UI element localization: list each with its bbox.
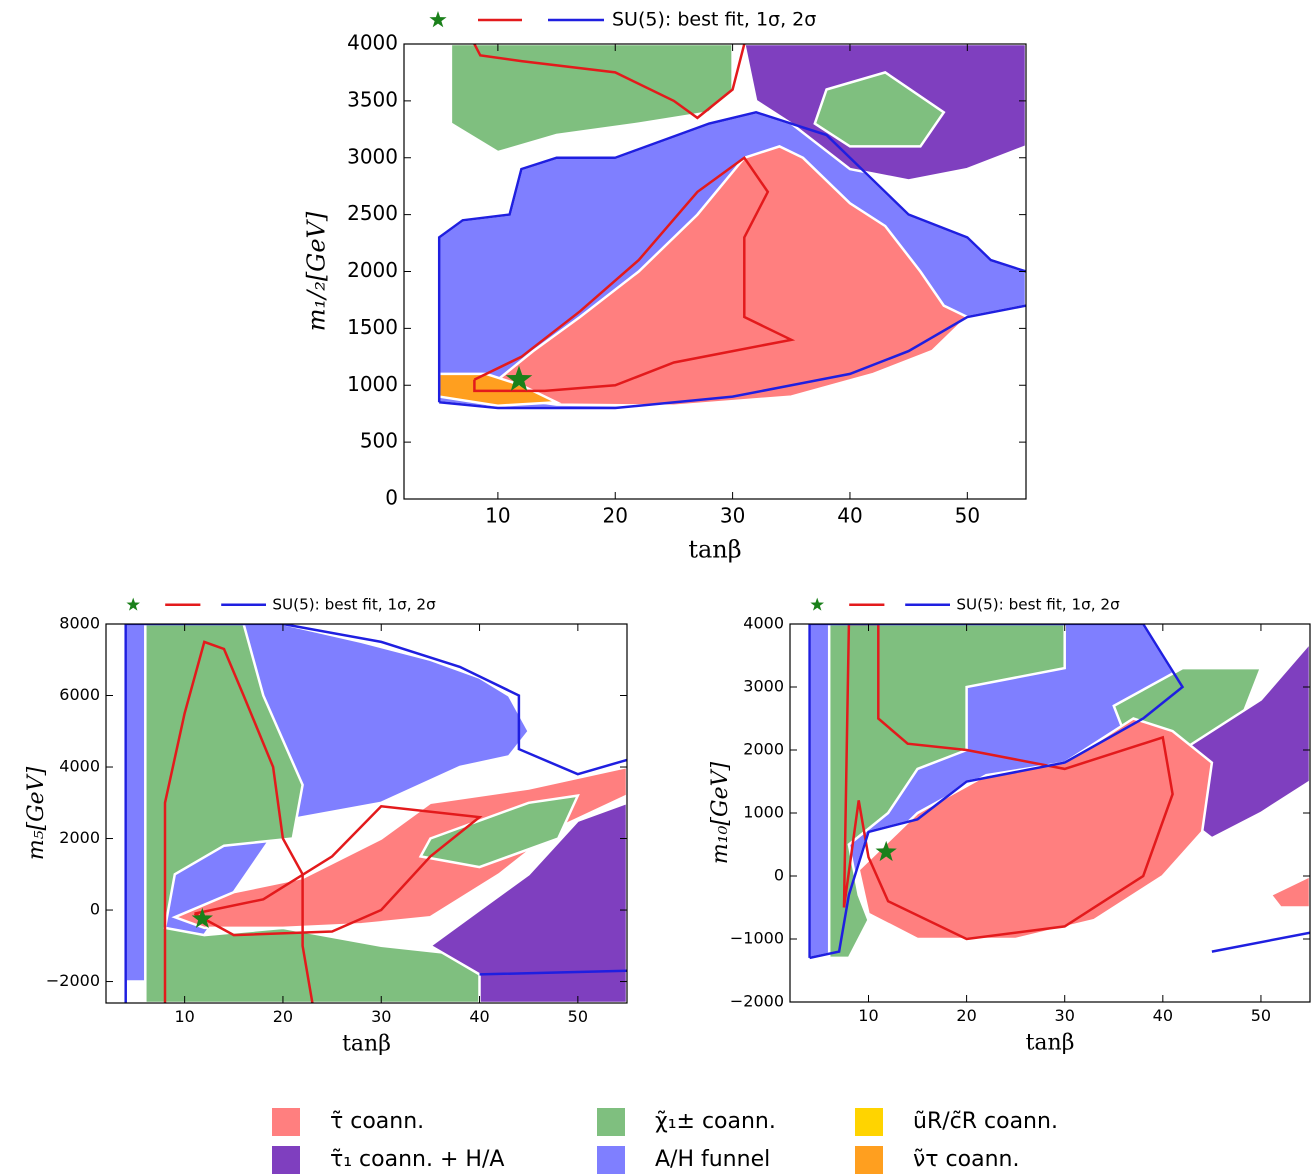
legend-label: ν̃τ coann. (913, 1147, 1019, 1172)
y-tick-label: −2000 (46, 971, 100, 990)
x-tick-label: 10 (174, 1007, 194, 1026)
legend-label: SU(5): best fit, 1σ, 2σ (956, 595, 1120, 613)
contour (473, 156, 796, 393)
legend-label: ũR/c̃R coann. (913, 1109, 1058, 1134)
contour (163, 640, 314, 1003)
x-tick-label: 40 (469, 1007, 489, 1026)
x-tick-label: 50 (568, 1007, 588, 1026)
plot-frame (105, 623, 628, 1004)
x-tick-label: 20 (956, 1006, 976, 1025)
y-axis-label: m₅[GeV] (24, 766, 49, 860)
legend-swatch (855, 1146, 883, 1174)
legend-label: χ̃₁± coann. (655, 1109, 776, 1134)
y-tick-label: 4000 (347, 31, 398, 55)
x-axis-label: tanβ (1026, 1031, 1075, 1056)
contour (437, 111, 1026, 410)
y-axis-label: m₁/₂[GeV] (303, 211, 331, 331)
legend-label: τ̃ coann. (330, 1109, 424, 1134)
region (857, 717, 1214, 941)
y-tick-label: 1000 (743, 803, 784, 822)
x-tick-label: 10 (858, 1006, 878, 1025)
x-tick-label: 30 (1055, 1006, 1075, 1025)
legend-swatch (272, 1108, 300, 1136)
x-tick-label: 40 (837, 504, 862, 528)
y-tick-label: 3000 (347, 144, 398, 168)
x-tick-label: 30 (720, 504, 745, 528)
region (813, 71, 946, 148)
region (827, 624, 1066, 960)
y-tick-label: 0 (774, 866, 784, 885)
x-tick-label: 20 (603, 504, 628, 528)
y-tick-label: 6000 (59, 685, 100, 704)
contour (473, 44, 746, 120)
region (1268, 874, 1310, 909)
y-tick-label: 4000 (59, 757, 100, 776)
x-tick-label: 50 (1251, 1006, 1271, 1025)
y-tick-label: 0 (385, 486, 398, 510)
legend-swatch (855, 1108, 883, 1136)
contour (124, 624, 627, 1003)
legend-swatch (597, 1146, 625, 1174)
contour (193, 804, 483, 937)
y-tick-label: 1000 (347, 372, 398, 396)
legend-swatch (272, 1146, 300, 1174)
best-fit-star (505, 365, 533, 391)
x-axis-label: tanβ (688, 536, 741, 564)
y-tick-label: 8000 (59, 614, 100, 633)
legend-label: A/H funnel (655, 1147, 770, 1172)
contour (842, 624, 1174, 941)
y-axis-label: m₁₀[GeV] (708, 762, 733, 865)
x-tick-label: 30 (371, 1007, 391, 1026)
legend-star (810, 597, 824, 611)
x-axis-label: tanβ (342, 1032, 391, 1057)
x-tick-label: 40 (1153, 1006, 1173, 1025)
best-fit-star (875, 840, 897, 862)
contour (808, 624, 1310, 960)
y-tick-label: 0 (90, 900, 100, 919)
y-tick-label: 500 (360, 429, 398, 453)
legend-label: SU(5): best fit, 1σ, 2σ (272, 595, 436, 613)
best-fit-star (191, 907, 213, 928)
y-tick-label: −1000 (730, 929, 784, 948)
region (418, 794, 580, 869)
y-tick-label: 3000 (743, 677, 784, 696)
y-tick-label: 2000 (743, 740, 784, 759)
legend-star (429, 11, 447, 28)
plot-area (808, 624, 1310, 960)
plot-area (124, 624, 627, 1003)
region (428, 801, 627, 1003)
y-tick-label: 2000 (347, 258, 398, 282)
y-tick-label: 2500 (347, 201, 398, 225)
x-tick-label: 50 (955, 504, 980, 528)
legend-label: τ̃₁ coann. + H/A (330, 1147, 504, 1172)
plot-area (437, 44, 1026, 410)
y-tick-label: −2000 (730, 992, 784, 1011)
x-tick-label: 20 (273, 1007, 293, 1026)
legend-star (126, 597, 140, 611)
legend-swatch (597, 1108, 625, 1136)
legend-label: SU(5): best fit, 1σ, 2σ (612, 9, 816, 31)
y-tick-label: 4000 (743, 614, 784, 633)
x-tick-label: 10 (485, 504, 510, 528)
y-tick-label: 1500 (347, 315, 398, 339)
region (449, 44, 734, 154)
region (496, 145, 970, 407)
y-tick-label: 2000 (59, 828, 100, 847)
y-tick-label: 3500 (347, 87, 398, 111)
